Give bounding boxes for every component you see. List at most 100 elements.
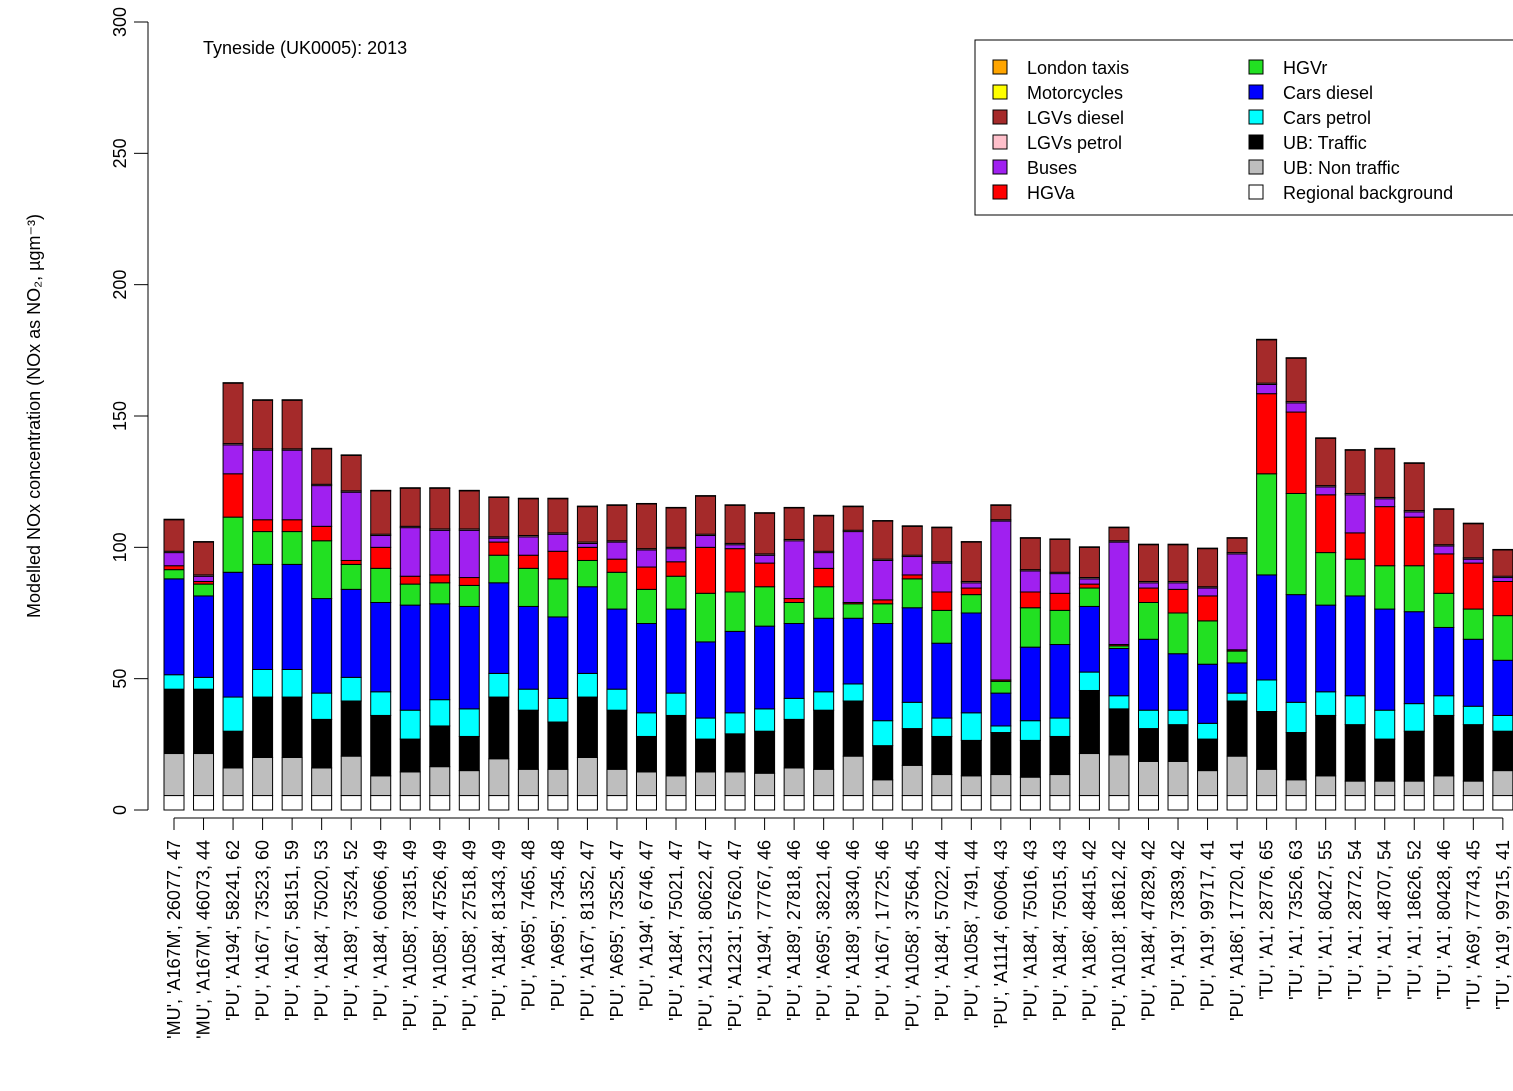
y-tick-label: 250 <box>110 138 130 168</box>
bar-segment <box>1167 724 1189 762</box>
bar-segment <box>813 514 835 517</box>
bar-segment <box>281 399 303 450</box>
bar-segment <box>1462 638 1484 707</box>
bar-segment <box>163 753 185 797</box>
bar-segment <box>842 683 864 702</box>
bar-segment <box>606 541 628 560</box>
bar-segment <box>783 601 805 625</box>
bar-segment <box>665 506 687 509</box>
bar-segment <box>901 574 923 580</box>
bar-segment <box>1137 709 1159 730</box>
bar-segment <box>931 717 953 737</box>
bar-segment <box>990 732 1012 776</box>
bar-segment <box>1403 611 1425 705</box>
x-tick-label: 'PU', 'A186', 48415, 42 <box>1079 840 1099 1021</box>
bar-segment <box>1019 570 1041 593</box>
bar-segment <box>872 745 894 781</box>
bar-segment <box>488 582 510 674</box>
x-tick-label: 'PU', 'A695', 73525, 47 <box>607 840 627 1021</box>
bar-segment <box>872 779 894 797</box>
bar-segment <box>222 444 244 475</box>
bar-segment <box>1462 558 1484 564</box>
bar-segment <box>754 562 776 588</box>
bar-segment <box>1137 760 1159 797</box>
bar-segment <box>547 497 569 500</box>
bar-segment <box>340 454 362 456</box>
bar-segment <box>1019 776 1041 797</box>
bar-segment <box>1433 775 1455 797</box>
bar-segment <box>960 594 982 614</box>
x-tick-label: 'PU', 'A1058', 27518, 49 <box>459 840 479 1031</box>
bar-segment <box>370 691 392 716</box>
bar-segment <box>547 533 569 552</box>
bar-segment <box>931 526 953 529</box>
bar-segment <box>252 756 274 797</box>
bar-segment <box>1078 753 1100 797</box>
bar-segment <box>724 504 746 506</box>
x-tick-label: 'PU', 'A695', 7465, 48 <box>518 840 538 1011</box>
bar-segment <box>813 586 835 619</box>
bar-segment <box>960 587 982 596</box>
bar-segment <box>931 795 953 811</box>
bar-segment <box>488 554 510 584</box>
x-tick-label: 'PU', 'A184', 75016, 43 <box>1020 840 1040 1021</box>
bar-segment <box>517 554 539 569</box>
x-tick-label: 'PU', 'A1058', 47526, 49 <box>430 840 450 1031</box>
bar-segment <box>665 692 687 716</box>
bar-segment <box>311 485 333 527</box>
bar-segment <box>1462 608 1484 640</box>
bar-segment <box>901 764 923 797</box>
bar-segment <box>1137 544 1159 582</box>
bar-segment <box>754 512 776 514</box>
bar-segment <box>1433 695 1455 716</box>
x-tick-label: 'TU', 'A69', 77743, 45 <box>1463 840 1483 1010</box>
bar-segment <box>901 701 923 730</box>
bar-segment <box>163 688 185 755</box>
legend-swatch <box>992 159 1008 175</box>
bar-segment <box>695 546 717 594</box>
legend-swatch <box>1248 84 1264 100</box>
x-tick-label: 'PU', 'A194', 58241, 62 <box>223 840 243 1021</box>
bar-segment <box>517 498 539 537</box>
bar-segment <box>399 583 421 606</box>
bar-segment <box>1197 770 1219 797</box>
bar-segment <box>901 525 923 556</box>
bar-segment <box>222 795 244 811</box>
bar-segment <box>1019 795 1041 811</box>
bar-segment <box>1078 578 1100 585</box>
x-tick-label: 'PU', 'A19', 99717, 41 <box>1198 840 1218 1011</box>
bar-segment <box>370 601 392 693</box>
bar-segment <box>193 676 215 690</box>
bar-segment <box>1492 615 1513 661</box>
bar-segment <box>842 531 864 603</box>
bar-segment <box>1433 592 1455 628</box>
bar-segment <box>517 567 539 607</box>
bar-segment <box>399 487 421 527</box>
bar-segment <box>813 515 835 552</box>
bar-segment <box>813 768 835 797</box>
bar-segment <box>990 692 1012 727</box>
bar-segment <box>1492 577 1513 582</box>
bar-segment <box>635 712 657 737</box>
bar-segment <box>1433 626 1455 697</box>
legend-swatch <box>1248 109 1264 125</box>
bar-segment <box>252 531 274 565</box>
bar-segment <box>783 718 805 769</box>
bar-segment <box>724 733 746 773</box>
bar-segment <box>1344 449 1366 494</box>
bar-segment <box>1256 574 1278 681</box>
bar-segment <box>281 696 303 758</box>
bar-segment <box>1197 620 1219 665</box>
bar-segment <box>517 536 539 556</box>
bar-segment <box>665 795 687 811</box>
bar-segment <box>281 449 303 521</box>
bar-segment <box>517 605 539 690</box>
bar-segment <box>458 489 480 492</box>
bar-segment <box>1344 494 1366 534</box>
bar-segment <box>842 755 864 797</box>
bar-segment <box>1078 583 1100 589</box>
bar-segment <box>1078 605 1100 673</box>
bar-segment <box>665 548 687 563</box>
bar-segment <box>842 795 864 811</box>
bar-segment <box>576 795 598 811</box>
